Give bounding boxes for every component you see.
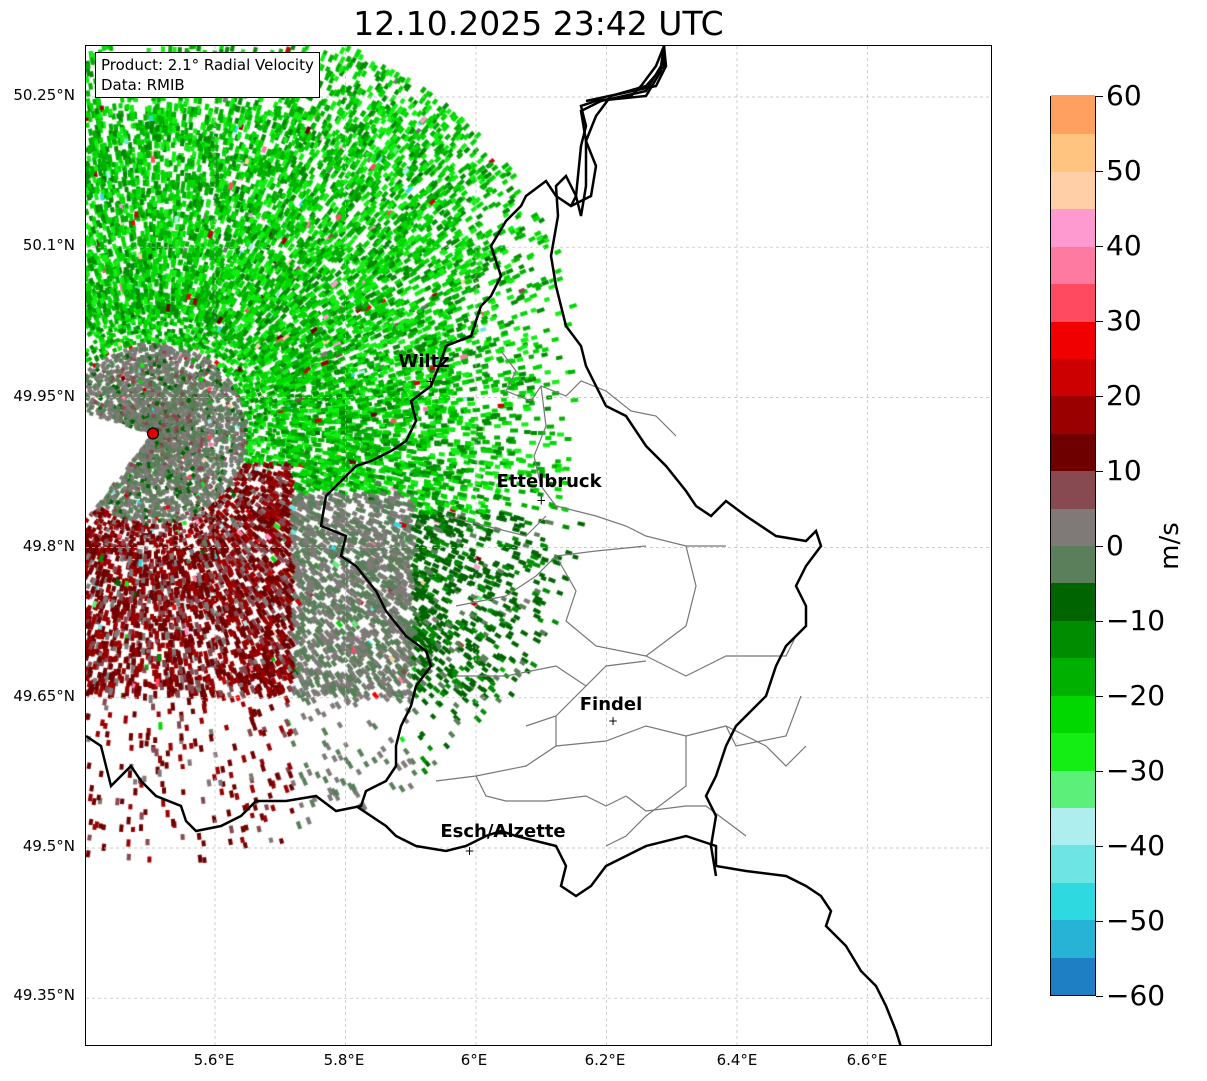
colorbar-tick [1096,921,1103,922]
y-tick-label: 50.25°N [13,86,75,104]
x-tick-label: 5.8°E [323,1051,365,1069]
x-tick-label: 6.4°E [716,1051,758,1069]
colorbar-band [1051,581,1095,621]
colorbar-band [1051,731,1095,771]
radar-site-marker [146,427,160,440]
colorbar-band [1051,244,1095,285]
radar-velocity-layer [86,46,991,1045]
colorbar-band [1051,431,1095,472]
product-info-box: Product: 2.1° Radial Velocity Data: RMIB [95,52,320,98]
colorbar-band [1051,469,1095,509]
y-tick-label: 49.65°N [13,687,75,705]
colorbar-band [1051,806,1095,846]
colorbar-tick-label: −60 [1106,978,1166,1012]
product-label: Product: 2.1° Radial Velocity [101,56,314,74]
colorbar-band [1051,693,1095,734]
y-tick-label: 49.5°N [22,837,75,855]
city-label-ettelbruck: Ettelbruck [496,471,602,492]
gridlines [86,46,991,1045]
colorbar-band [1051,319,1095,359]
colorbar-tick [1096,321,1103,322]
colorbar-tick-label: −10 [1106,603,1166,637]
colorbar-band [1051,506,1095,546]
colorbar-band [1051,170,1095,210]
colorbar-band [1051,357,1095,397]
colorbar-band [1051,955,1095,995]
x-tick-label: 5.6°E [193,1051,235,1069]
colorbar-tick-label: 60 [1106,78,1142,112]
colorbar-tick-label: 30 [1106,303,1142,337]
colorbar-tick-label: 10 [1106,453,1142,487]
y-tick-label: 49.35°N [13,986,75,1004]
colorbar-band [1051,544,1095,584]
colorbar-tick-label: 0 [1106,528,1124,562]
country-borders [86,46,902,1045]
data-source-label: Data: RMIB [101,76,185,94]
colorbar-band [1051,207,1095,247]
x-tick-label: 6.2°E [584,1051,626,1069]
colorbar-band [1051,880,1095,921]
city-marker-icon: + [608,714,618,728]
eastern-border [549,46,823,877]
map-title: 12.10.2025 23:42 UTC [353,4,724,43]
radar-map[interactable]: + + + + Product: 2.1° Radial Velocity Data:… [85,45,992,1046]
colorbar-tick-label: 40 [1106,228,1142,262]
colorbar-band [1051,656,1095,696]
colorbar-tick-label: −50 [1106,903,1166,937]
y-tick-label: 50.1°N [22,236,75,254]
canton-borders [435,350,807,847]
colorbar [1050,95,1096,996]
map-overlay: + + + + [86,46,991,1045]
colorbar-tick [1096,396,1103,397]
y-tick-label: 49.8°N [22,537,75,555]
colorbar-tick-label: 50 [1106,153,1142,187]
colorbar-tick-label: −40 [1106,828,1166,862]
colorbar-tick [1096,996,1103,997]
x-tick-label: 6°E [460,1051,488,1069]
colorbar-band [1051,918,1095,958]
city-marker-icon: + [464,844,474,858]
colorbar-tick [1096,546,1103,547]
colorbar-band [1051,843,1095,883]
colorbar-tick [1096,96,1103,97]
city-label-findel: Findel [579,694,643,715]
colorbar-band [1051,394,1095,434]
colorbar-band [1051,95,1095,135]
city-label-esch-alzette: Esch/Alzette [440,821,566,842]
y-tick-label: 49.95°N [13,387,75,405]
colorbar-tick [1096,171,1103,172]
city-marker-icon: + [425,374,435,388]
colorbar-band [1051,132,1095,172]
colorbar-band [1051,619,1095,659]
colorbar-tick-label: 20 [1106,378,1142,412]
colorbar-tick [1096,621,1103,622]
city-marker-icon: + [536,494,546,508]
colorbar-tick [1096,471,1103,472]
colorbar-band [1051,282,1095,322]
colorbar-tick [1096,246,1103,247]
colorbar-tick [1096,696,1103,697]
colorbar-tick-label: −20 [1106,678,1166,712]
colorbar-tick-label: −30 [1106,753,1166,787]
colorbar-band [1051,768,1095,808]
city-label-wiltz: Wiltz [398,351,450,372]
x-tick-label: 6.6°E [846,1051,888,1069]
colorbar-unit-label: m/s [1155,522,1185,570]
colorbar-tick [1096,771,1103,772]
colorbar-tick [1096,846,1103,847]
